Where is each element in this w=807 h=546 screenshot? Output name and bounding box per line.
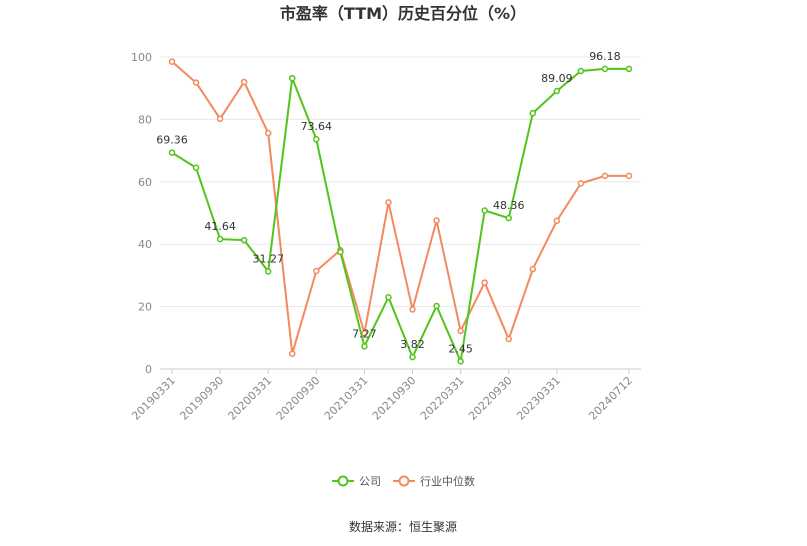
data-point	[625, 65, 633, 73]
data-point	[289, 350, 296, 357]
y-tick-label: 100	[131, 51, 152, 64]
data-point	[168, 58, 176, 65]
data-point	[240, 236, 248, 244]
series-line-0	[171, 67, 629, 363]
x-tick-label: 20230331	[514, 374, 563, 423]
data-label: 69.36	[156, 134, 188, 147]
data-point	[577, 67, 585, 75]
data-point	[289, 74, 296, 82]
data-point	[192, 79, 200, 86]
data-point	[505, 214, 512, 222]
x-tick-label: 20220331	[418, 374, 467, 423]
y-tick-label: 60	[138, 176, 152, 189]
data-label: 3.82	[400, 338, 425, 351]
grid-lines	[160, 56, 641, 370]
legend-marker	[337, 475, 349, 487]
data-point	[481, 279, 488, 286]
data-point	[216, 235, 224, 243]
x-tick-label: 20190331	[129, 374, 178, 423]
y-tick-label: 0	[145, 363, 152, 376]
data-point	[457, 327, 464, 335]
series-line-1	[171, 60, 629, 355]
data-point	[240, 78, 248, 86]
data-point	[529, 109, 537, 117]
data-label: 48.36	[493, 199, 525, 212]
data-point	[505, 335, 512, 343]
data-point	[409, 306, 416, 313]
legend-marker	[398, 475, 410, 487]
x-tick-label: 20220930	[466, 374, 515, 423]
x-tick-label: 20210930	[370, 374, 419, 423]
data-label: 41.64	[204, 220, 236, 233]
data-point	[433, 217, 440, 224]
data-point	[264, 268, 272, 275]
data-point	[313, 135, 320, 143]
data-point	[168, 149, 176, 156]
legend-label: 公司	[359, 475, 381, 488]
y-tick-label: 80	[138, 113, 152, 126]
data-point	[577, 180, 585, 187]
series-group	[168, 58, 633, 365]
y-tick-label: 40	[138, 238, 152, 251]
x-tick-label: 20210331	[322, 374, 371, 423]
data-point	[553, 217, 561, 225]
data-labels: 69.36 41.64 31.27 73.64 7.27 3.82 2.45 48.36 89.…	[156, 50, 620, 355]
data-point	[409, 353, 416, 361]
x-tick-label: 20200331	[226, 374, 275, 423]
data-label: 89.09	[541, 72, 573, 85]
data-label: 7.27	[352, 327, 377, 340]
y-axis-ticks: 0 20 40 60 80 100	[131, 51, 152, 376]
x-tick-label: 20200930	[274, 374, 323, 423]
data-label: 96.18	[589, 50, 621, 63]
data-point	[337, 248, 344, 256]
chart-title: 市盈率（TTM）历史百分位（%）	[280, 4, 526, 23]
legend-label: 行业中位数	[420, 474, 475, 488]
data-label: 2.45	[448, 342, 473, 355]
data-point	[601, 65, 609, 73]
data-point	[625, 172, 633, 180]
data-point	[361, 343, 368, 350]
data-point	[216, 115, 224, 123]
data-point	[385, 293, 392, 301]
x-tick-label: 20240712	[586, 374, 635, 423]
x-axis: 20190331 20190930 20200331 20200930 20210331…	[129, 369, 635, 423]
source-note: 数据来源：恒生聚源	[349, 519, 457, 534]
data-point	[313, 267, 320, 275]
data-point	[433, 302, 440, 310]
legend-item-0: 公司	[332, 475, 381, 488]
data-point	[601, 172, 609, 180]
data-point	[481, 207, 488, 214]
data-point	[529, 265, 537, 273]
data-label: 73.64	[301, 120, 333, 133]
data-point	[385, 199, 392, 206]
data-point	[457, 358, 464, 365]
data-point	[553, 87, 561, 95]
x-tick-label: 20190930	[177, 374, 226, 423]
data-label: 31.27	[252, 252, 284, 265]
legend: 公司 行业中位数	[332, 474, 475, 488]
y-tick-label: 20	[138, 301, 152, 314]
data-point	[264, 129, 272, 137]
data-point	[192, 164, 200, 172]
legend-item-1: 行业中位数	[393, 474, 475, 488]
